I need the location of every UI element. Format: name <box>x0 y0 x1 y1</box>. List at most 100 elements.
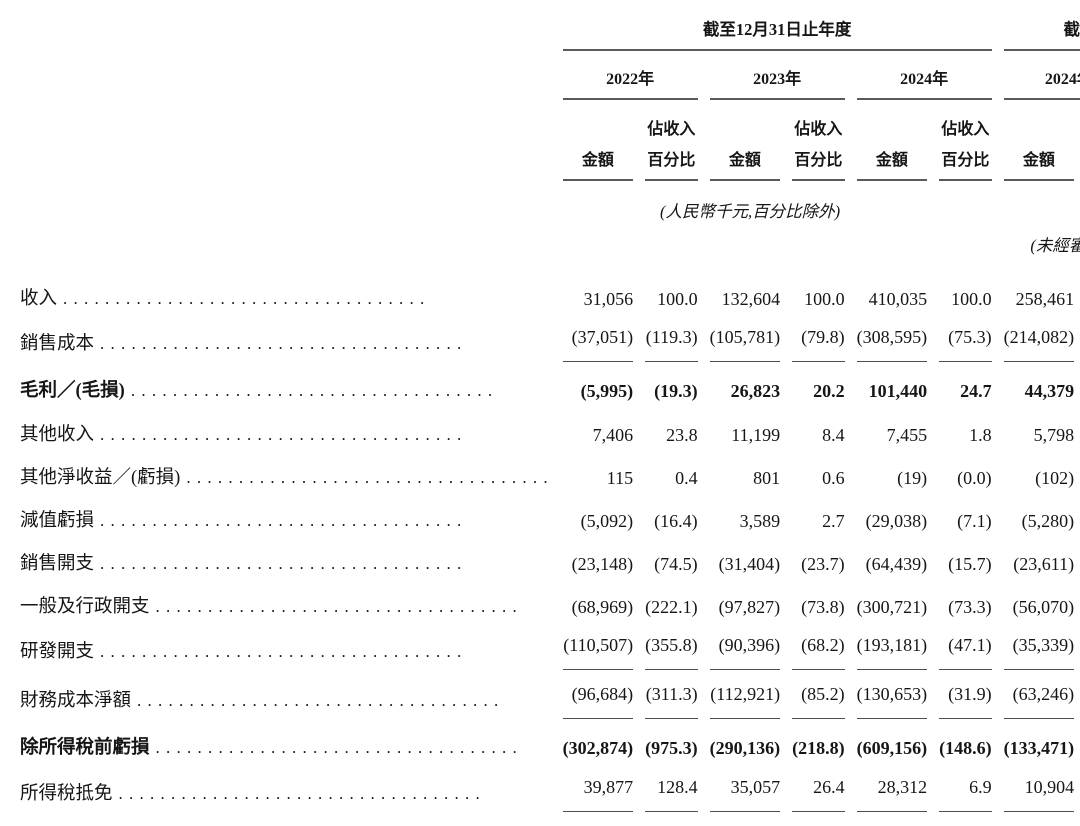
row-label: 其他收入 <box>20 410 551 453</box>
table-body: 收入 31,056 100.0 132,604 100.0 410,035 100.0 258… <box>20 266 1080 826</box>
table-row: 收入 31,056 100.0 132,604 100.0 410,035 100.0 258… <box>20 266 1080 317</box>
row-label: 毛利／(毛損) <box>20 362 551 410</box>
amount-cell: 115 <box>606 468 634 488</box>
pct-cell: (15.7) <box>948 554 992 574</box>
row-label: 減值虧損 <box>20 496 551 539</box>
amount-cell: 26,823 <box>730 381 781 401</box>
dot-leader <box>156 738 549 758</box>
dot-leader <box>100 642 549 662</box>
amount-cell: 801 <box>753 468 781 488</box>
amount-cell: 410,035 <box>868 289 928 309</box>
pct-cell: (119.3) <box>645 317 698 362</box>
unaudited-note: (未經審計) <box>1030 236 1080 255</box>
amount-cell: (122,567) <box>1004 812 1075 826</box>
table-row: 其他收入7,40623.811,1998.47,4551.85,7982.286… <box>20 410 1080 453</box>
pct-header-bottom: 百分比 <box>792 139 845 181</box>
pct-top-header-row: 佔收入 佔收入 佔收入 佔收入 佔收入 <box>20 100 1080 139</box>
amount-cell: (63,246) <box>1003 670 1075 719</box>
pct-cell: (846.8) <box>645 812 698 826</box>
amount-cell: 7,455 <box>886 425 928 445</box>
year-header-2024-interim: 2024年 <box>1003 51 1080 100</box>
amount-cell: (105,781) <box>709 317 781 362</box>
row-label-text: 銷售成本 <box>20 334 95 354</box>
pct-cell: (311.3) <box>645 670 698 719</box>
pct-cell: (975.3) <box>645 738 698 758</box>
amount-cell: (214,082) <box>1003 317 1075 362</box>
dot-leader <box>100 511 549 531</box>
amount-cell: 31,056 <box>583 289 634 309</box>
row-label: 銷售成本 <box>20 317 551 362</box>
pct-cell: (0.0) <box>957 468 992 488</box>
amount-cell: (262,997) <box>563 812 634 826</box>
amount-cell: (64,439) <box>865 554 928 574</box>
amount-cell: (255,079) <box>710 812 781 826</box>
amount-cell: (5,092) <box>580 511 634 531</box>
amount-cell: (96,684) <box>562 670 634 719</box>
year-header-2023: 2023年 <box>709 51 845 100</box>
amount-header: 金額 <box>856 139 928 181</box>
period-group-row: 截至12月31日止年度 截至6月30日止六個月 <box>20 4 1080 51</box>
table-row: 一般及行政開支 (68,969) (222.1) (97,827) (73.8) (300… <box>20 582 1080 625</box>
amount-cell: (97,827) <box>718 597 781 617</box>
header-spacer <box>20 51 551 100</box>
unaudited-note-row: (未經審計) <box>20 225 1080 266</box>
pct-cell: (7.1) <box>957 511 992 531</box>
amount-cell: 7,406 <box>592 425 634 445</box>
pct-header-bottom: 百分比 <box>645 139 698 181</box>
amount-cell: 39,877 <box>562 767 634 812</box>
amount-cell: 44,379 <box>1024 381 1075 401</box>
amount-cell: 3,589 <box>739 511 781 531</box>
pct-cell: 100.0 <box>657 289 698 309</box>
pct-cell: (31.9) <box>939 670 992 719</box>
pct-cell: (19.3) <box>654 381 698 401</box>
amount-cell: 11,199 <box>731 425 781 445</box>
row-label: 所得稅抵免 <box>20 767 551 812</box>
dot-leader <box>100 425 549 445</box>
period-group-interim: 截至6月30日止六個月 <box>1003 4 1080 51</box>
pct-cell: (141.7) <box>939 812 992 826</box>
row-label-text: 其他淨收益／(虧損) <box>20 468 181 488</box>
amount-cell: (580,844) <box>857 812 928 826</box>
pct-cell: 2.7 <box>822 511 845 531</box>
row-label: 研發開支 <box>20 625 551 670</box>
amount-cell: (5,995) <box>580 381 634 401</box>
table-row: 銷售成本 (37,051)(119.3)(105,781)(79.8)(308,5… <box>20 317 1080 362</box>
row-label-text: 一般及行政開支 <box>20 597 150 617</box>
amount-cell: 132,604 <box>721 289 781 309</box>
amount-cell: (29,038) <box>865 511 928 531</box>
amount-cell: 10,904 <box>1003 767 1075 812</box>
amount-cell: (609,156) <box>856 738 928 758</box>
amount-cell: 101,440 <box>868 381 928 401</box>
pct-cell: (222.1) <box>645 597 698 617</box>
pct-header-top: 佔收入 <box>941 121 990 138</box>
dot-leader <box>186 468 548 488</box>
row-label: 一般及行政開支 <box>20 582 551 625</box>
dot-leader <box>100 554 549 574</box>
pct-cell: (16.4) <box>654 511 698 531</box>
amount-cell: (193,181) <box>856 625 928 670</box>
amount-cell: (31,404) <box>718 554 781 574</box>
pct-cell: 6.9 <box>939 767 992 812</box>
pct-cell: (47.1) <box>939 625 992 670</box>
year-header-row: 2022年 2023年 2024年 2024年 2025年 <box>20 51 1080 100</box>
amount-cell: (130,653) <box>856 670 928 719</box>
pct-cell: (218.8) <box>792 738 845 758</box>
year-header-2022: 2022年 <box>562 51 698 100</box>
amount-cell: (110,507) <box>562 625 634 670</box>
row-label-text: 除所得稅前虧損 <box>20 738 150 758</box>
pct-cell: 8.4 <box>822 425 845 445</box>
row-label: 除所得稅前虧損 <box>20 719 551 767</box>
dot-leader <box>100 334 549 354</box>
amount-cell: 5,798 <box>1033 425 1075 445</box>
pct-cell: 100.0 <box>804 289 845 309</box>
row-label-text: 銷售開支 <box>20 554 95 574</box>
pct-cell: (192.4) <box>792 812 845 826</box>
table-row: 財務成本淨額 (96,684)(311.3)(112,921)(85.2)(130… <box>20 670 1080 719</box>
amount-cell: (37,051) <box>562 317 634 362</box>
amount-cell: (308,595) <box>856 317 928 362</box>
row-label: 收入 <box>20 266 551 317</box>
pct-cell: 26.4 <box>792 767 845 812</box>
table-row: 除所得稅前虧損 (302,874) (975.3) (290,136) (218.8) (… <box>20 719 1080 767</box>
table-row: 其他淨收益／(虧損)1150.48010.6(19)(0.0)(102)0.04… <box>20 453 1080 496</box>
year-header-2024: 2024年 <box>856 51 992 100</box>
